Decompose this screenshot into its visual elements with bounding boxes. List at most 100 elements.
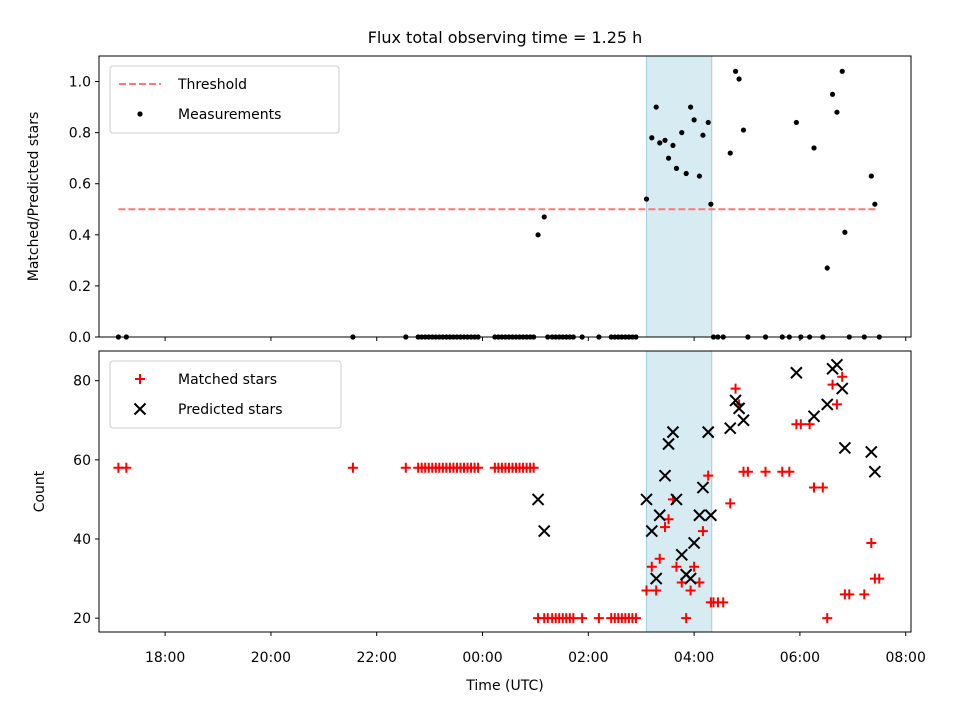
- bottom-y-axis-label: Count: [32, 470, 48, 512]
- matched-star-point: [681, 613, 692, 624]
- matched-star-point: [347, 462, 358, 473]
- matched-star-point: [844, 589, 855, 600]
- measurement-point: [842, 229, 848, 235]
- predicted-star-point: [645, 524, 659, 538]
- x-tick-label: 22:00: [357, 650, 397, 666]
- measurement-point: [670, 142, 676, 149]
- measurement-point: [732, 68, 739, 74]
- matched-star-point: [663, 514, 674, 525]
- x-tick-label: 08:00: [886, 650, 926, 666]
- x-tick-label: 00:00: [462, 650, 502, 666]
- measurement-point: [649, 135, 655, 141]
- predicted-star-point: [836, 382, 849, 395]
- legend-label: Predicted stars: [178, 402, 283, 418]
- matched-star-point: [837, 371, 848, 382]
- predicted-star-point: [670, 493, 683, 506]
- measurement-point: [811, 145, 817, 151]
- y-tick-label: 20: [73, 611, 91, 627]
- measurement-point: [643, 196, 650, 202]
- measurement-point: [829, 91, 836, 97]
- measurement-point: [696, 173, 703, 179]
- bottom-y-ticks: 20 40 60 80: [73, 374, 99, 627]
- matched-star-point: [725, 498, 736, 509]
- legend-measurement-swatch: [137, 111, 143, 117]
- top-panel: 0.0 0.2 0.4 0.6 0.8 1.0 Matched/Predicted sta…: [26, 55, 912, 346]
- chart-title: Flux total observing time = 1.25 h: [368, 28, 643, 47]
- top-x-ticks: [164, 337, 907, 341]
- legend-label: Threshold: [177, 77, 247, 93]
- matched-star-point: [121, 462, 132, 473]
- y-tick-label: 0.8: [69, 126, 91, 142]
- matched-star-point: [809, 482, 820, 493]
- matched-star-point: [654, 553, 665, 564]
- predicted-star-point: [693, 509, 706, 522]
- matched-star-point: [630, 613, 641, 624]
- predicted-star-point: [696, 481, 710, 494]
- bottom-panel: 20 40 60 80 18:00 20:00 22:00 00:00 02:00 04:00 0…: [32, 350, 926, 694]
- legend-matched-swatch: [135, 374, 145, 384]
- measurement-point: [657, 140, 663, 146]
- top-legend: Threshold Measurements: [109, 65, 340, 134]
- legend-label: Measurements: [178, 107, 281, 123]
- bottom-x-ticks: 18:00 20:00 22:00 00:00 02:00 04:00 06:00 08:00: [145, 632, 926, 666]
- x-tick-label: 20:00: [251, 650, 291, 666]
- x-tick-label: 04:00: [674, 650, 714, 666]
- matched-star-point: [822, 613, 833, 624]
- predicted-star-point: [702, 425, 715, 439]
- predicted-star-point: [821, 398, 834, 411]
- observing-window-span: [646, 350, 713, 633]
- top-y-axis-label: Matched/Predicted stars: [26, 112, 42, 282]
- matched-star-point: [671, 561, 682, 572]
- x-tick-label: 06:00: [780, 650, 820, 666]
- matched-star-point: [784, 466, 795, 477]
- predicted-star-point: [830, 358, 844, 372]
- y-tick-label: 1.0: [69, 75, 91, 91]
- matched-star-point: [689, 561, 700, 572]
- measurement-point: [834, 109, 840, 115]
- matched-star-point: [568, 613, 579, 624]
- predicted-star-point: [704, 509, 718, 522]
- legend-box: [109, 360, 342, 429]
- matched-star-point: [718, 597, 729, 608]
- matched-star-point: [473, 462, 484, 473]
- matched-star-point: [730, 383, 741, 394]
- y-tick-label: 60: [73, 453, 91, 469]
- measurement-point: [740, 127, 747, 133]
- measurement-point: [708, 201, 714, 207]
- y-tick-label: 0.4: [69, 228, 91, 244]
- matched-star-point: [703, 470, 714, 481]
- predicted-star-point: [538, 524, 551, 538]
- matched-star-point: [641, 585, 652, 596]
- predicted-star-point: [868, 465, 882, 478]
- y-tick-label: 0.2: [69, 279, 91, 295]
- y-tick-label: 0.0: [69, 330, 91, 346]
- measurement-point: [872, 201, 878, 207]
- measurement-point: [691, 117, 697, 123]
- predicted-star-point: [684, 572, 697, 585]
- x-axis-label: Time (UTC): [465, 678, 543, 694]
- matched-star-point: [660, 522, 671, 533]
- measurement-point: [541, 214, 547, 220]
- y-tick-label: 40: [73, 532, 91, 548]
- bottom-legend: Matched stars Predicted stars: [109, 360, 342, 429]
- predicted-star-point: [724, 421, 737, 435]
- predicted-star-point: [675, 548, 688, 562]
- predicted-star-point: [531, 493, 545, 506]
- bottom-highlight-span: [646, 350, 713, 633]
- measurement-point: [824, 265, 830, 271]
- matched-star-point: [593, 613, 604, 624]
- predicted-star-point: [687, 536, 701, 550]
- measurement-point: [687, 104, 694, 110]
- measurement-point: [700, 132, 706, 138]
- top-highlight-span: [646, 55, 713, 338]
- matched-star-point: [651, 585, 662, 596]
- measurement-point: [839, 68, 845, 74]
- predicted-star-point: [732, 402, 746, 415]
- bottom-axes-frame: [98, 350, 912, 633]
- predicted-star-point: [865, 445, 878, 459]
- matched-stars-points: [113, 371, 885, 624]
- matched-star-point: [874, 573, 885, 584]
- predicted-star-point: [640, 493, 653, 506]
- measurement-point: [662, 137, 668, 143]
